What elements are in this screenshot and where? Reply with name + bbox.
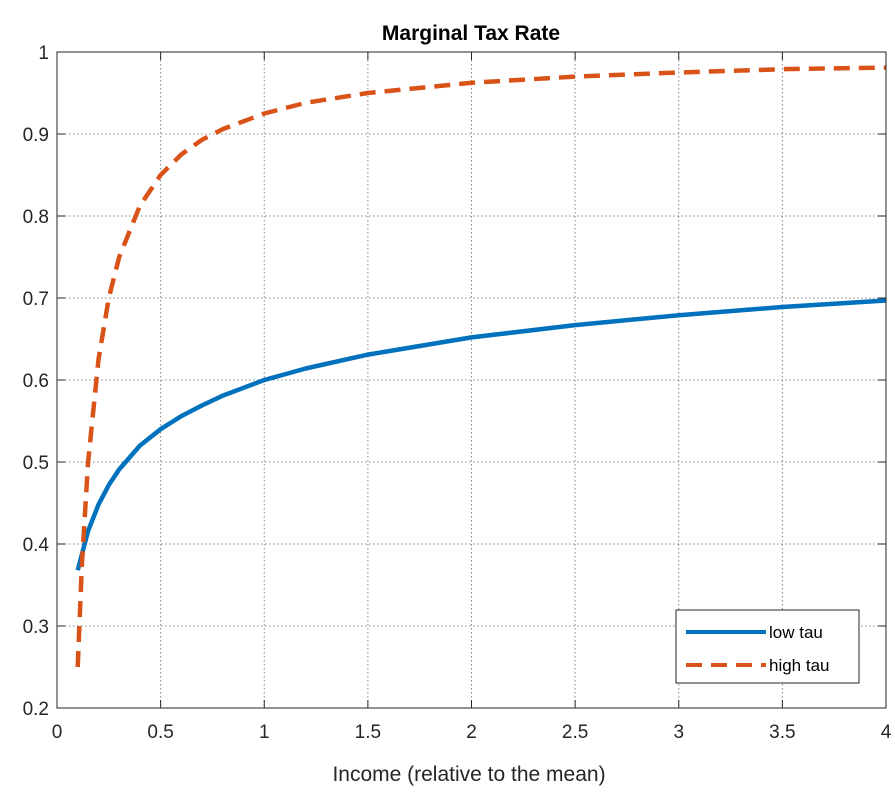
chart-title: Marginal Tax Rate bbox=[382, 22, 560, 45]
x-tick-label: 1.5 bbox=[355, 722, 381, 743]
x-axis-label: Income (relative to the mean) bbox=[332, 763, 605, 786]
x-tick-label: 3 bbox=[673, 722, 684, 743]
y-tick-label: 0.6 bbox=[23, 371, 49, 392]
y-tick-label: 0.7 bbox=[23, 289, 49, 310]
x-tick-label: 1 bbox=[259, 722, 270, 743]
x-tick-label: 3.5 bbox=[769, 722, 795, 743]
grid bbox=[57, 52, 886, 708]
y-tick-label: 0.4 bbox=[23, 535, 50, 556]
legend: low tau high tau bbox=[675, 609, 860, 684]
y-tick-label: 0.5 bbox=[23, 453, 49, 474]
series-layer bbox=[75, 65, 887, 668]
x-tick-label: 2 bbox=[466, 722, 477, 743]
y-tick-label: 0.8 bbox=[23, 207, 49, 228]
legend-label-high-tau: high tau bbox=[769, 656, 830, 675]
series-line-high-tau bbox=[75, 65, 887, 668]
tick-labels: 0 0.5 1 1.5 2 2.5 3 3.5 4 0.2 0.3 0.4 0.5 0.6 0.7 0.8 0.… bbox=[23, 43, 892, 743]
ticks bbox=[56, 51, 887, 709]
y-tick-label: 1 bbox=[38, 43, 49, 64]
x-tick-label: 4 bbox=[881, 722, 892, 743]
x-tick-label: 0.5 bbox=[147, 722, 173, 743]
y-tick-label: 0.2 bbox=[23, 699, 49, 720]
legend-box bbox=[675, 609, 860, 684]
series-line-low-tau bbox=[75, 298, 887, 571]
y-tick-label: 0.3 bbox=[23, 617, 49, 638]
x-tick-label: 2.5 bbox=[562, 722, 588, 743]
legend-label-low-tau: low tau bbox=[769, 623, 823, 642]
y-tick-label: 0.9 bbox=[23, 125, 49, 146]
x-tick-label: 0 bbox=[52, 722, 63, 743]
